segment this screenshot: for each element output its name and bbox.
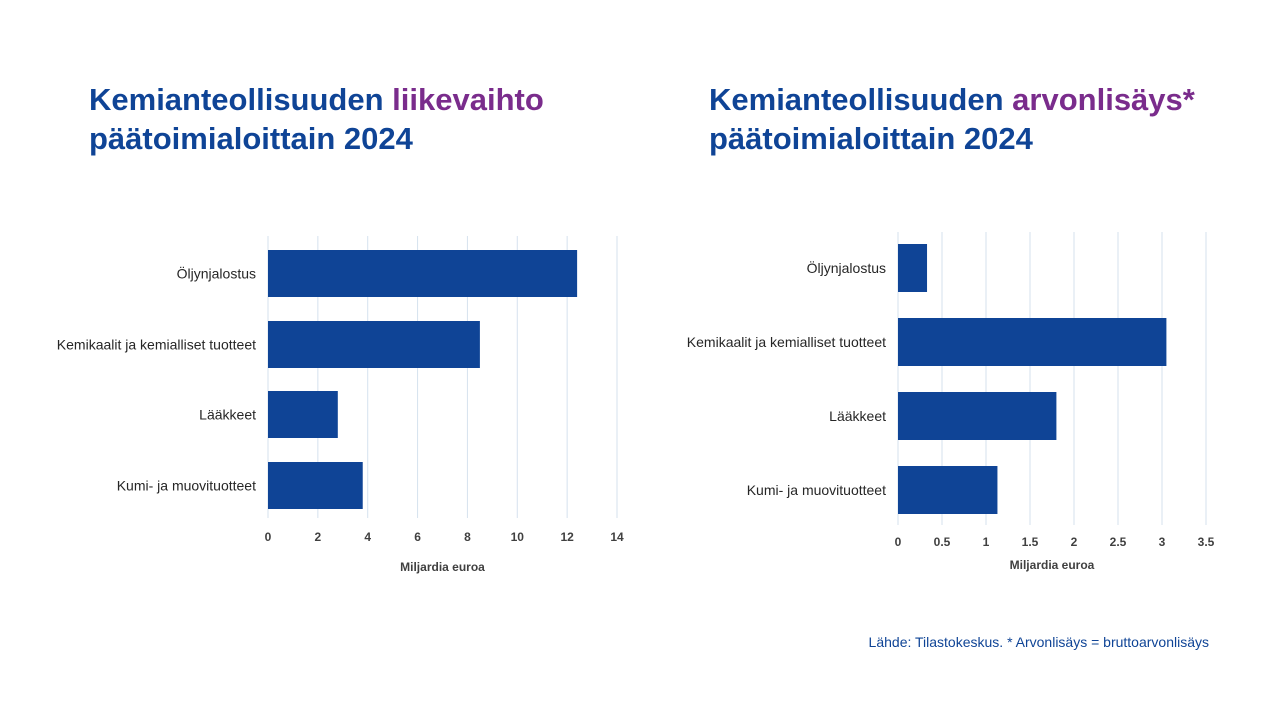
chart-title-turnover: Kemianteollisuuden liikevaihto päätoimia… [89, 80, 544, 158]
category-label: Lääkkeet [199, 407, 256, 423]
bar [898, 318, 1167, 366]
x-tick-label: 0.5 [934, 535, 951, 549]
bar [268, 321, 480, 368]
x-tick-label: 3 [1159, 535, 1166, 549]
x-tick-label: 6 [414, 530, 421, 544]
bar [268, 462, 363, 509]
x-tick-label: 3.5 [1198, 535, 1215, 549]
category-label: Kumi- ja muovituotteet [117, 478, 256, 494]
bar [268, 391, 338, 438]
bar [898, 244, 928, 292]
x-tick-label: 8 [464, 530, 471, 544]
x-tick-label: 2 [315, 530, 322, 544]
title-main: Kemianteollisuuden [89, 82, 384, 117]
x-tick-label: 2 [1071, 535, 1078, 549]
title-highlight: liikevaihto [392, 82, 544, 117]
x-axis-label: Miljardia euroa [1010, 558, 1095, 572]
title-main: Kemianteollisuuden [709, 82, 1004, 117]
x-tick-label: 0 [265, 530, 272, 544]
source-note: Lähde: Tilastokeskus. * Arvonlisäys = br… [868, 634, 1209, 650]
bar [898, 392, 1057, 440]
x-tick-label: 10 [511, 530, 525, 544]
x-tick-label: 2.5 [1110, 535, 1127, 549]
category-label: Kumi- ja muovituotteet [747, 482, 886, 498]
chart-title-value-added: Kemianteollisuuden arvonlisäys* päätoimi… [709, 80, 1195, 158]
x-axis-label: Miljardia euroa [400, 560, 485, 574]
bar [898, 466, 998, 514]
category-label: Kemikaalit ja kemialliset tuotteet [687, 334, 886, 350]
x-tick-label: 1 [983, 535, 990, 549]
x-tick-label: 4 [364, 530, 371, 544]
category-label: Öljynjalostus [177, 265, 256, 282]
x-tick-label: 12 [560, 530, 574, 544]
x-tick-label: 14 [610, 530, 624, 544]
x-tick-label: 1.5 [1022, 535, 1039, 549]
x-tick-label: 0 [895, 535, 902, 549]
title-line2: päätoimialoittain 2024 [89, 121, 413, 156]
title-highlight: arvonlisäys* [1012, 82, 1195, 117]
category-label: Öljynjalostus [807, 259, 886, 276]
category-label: Kemikaalit ja kemialliset tuotteet [57, 337, 256, 353]
bar [268, 250, 578, 297]
category-label: Lääkkeet [829, 408, 886, 424]
title-line2: päätoimialoittain 2024 [709, 121, 1033, 156]
